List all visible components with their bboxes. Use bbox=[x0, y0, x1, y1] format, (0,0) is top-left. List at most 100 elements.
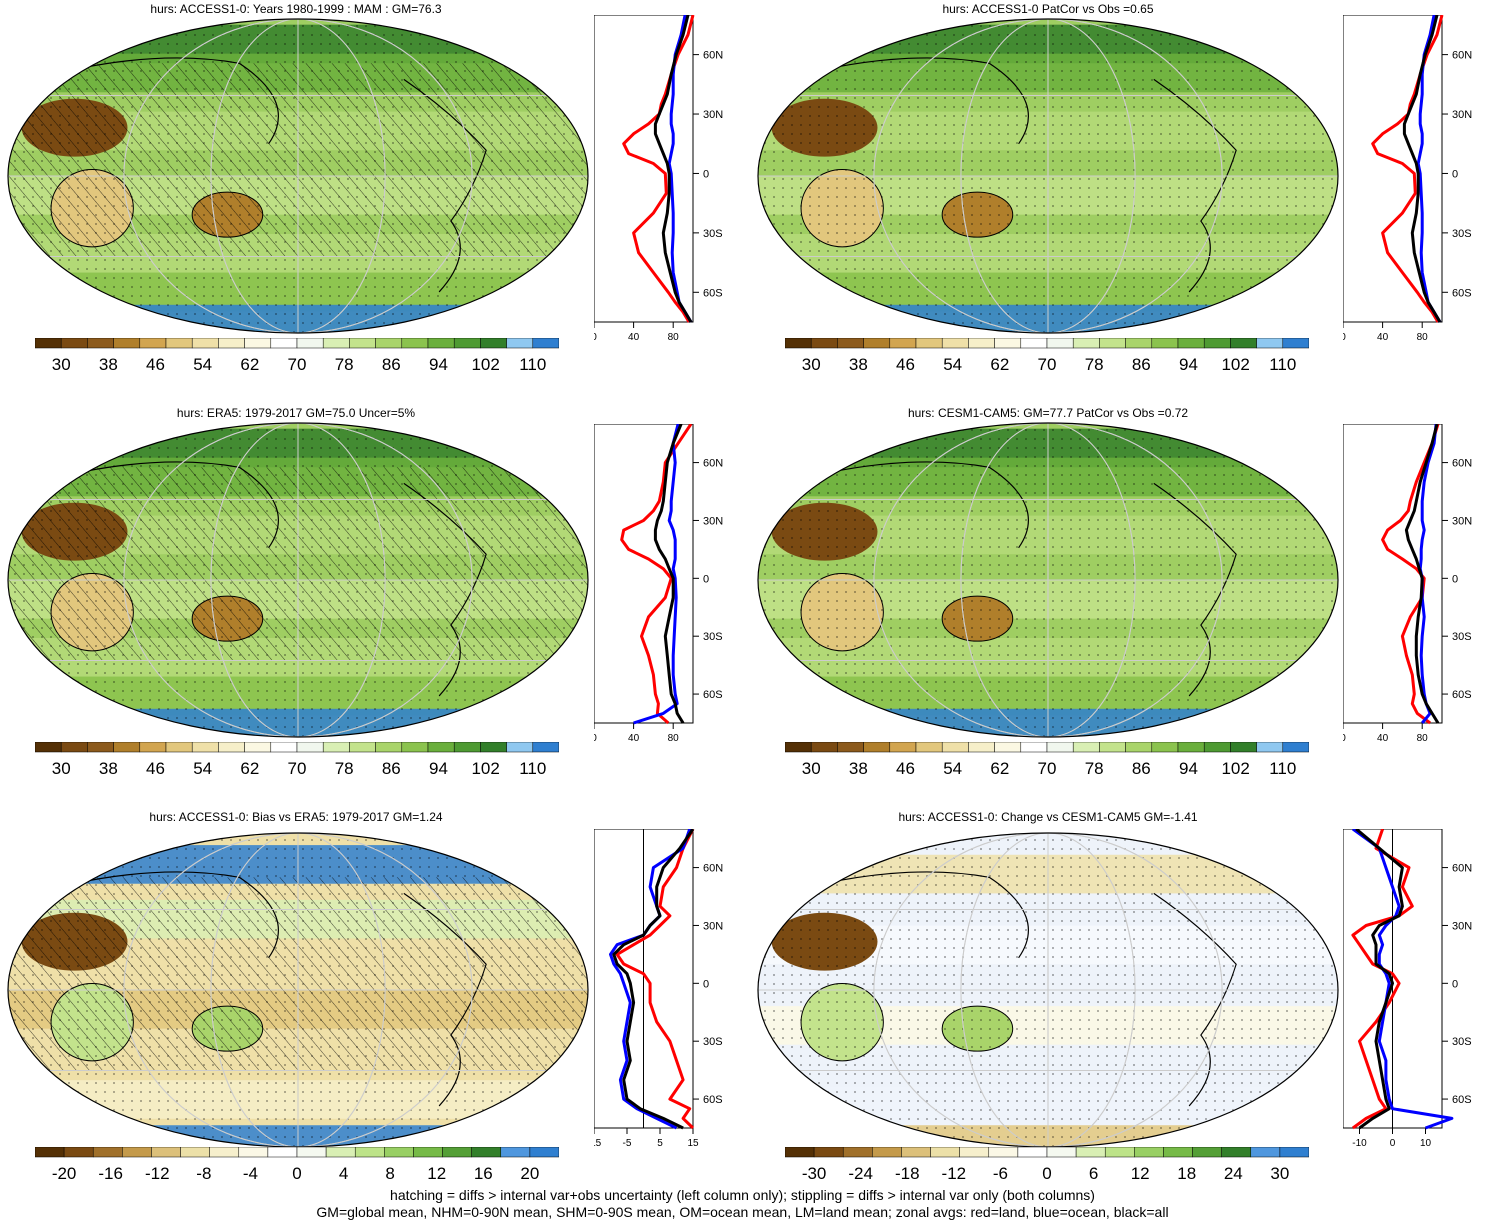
colorbar-swatch bbox=[428, 742, 454, 752]
colorbar-swatch bbox=[1283, 338, 1309, 348]
zonal-ytick-label: 30N bbox=[703, 920, 723, 932]
colorbar-swatch bbox=[402, 338, 428, 348]
colorbar-swatch bbox=[533, 742, 559, 752]
colorbar-label: 78 bbox=[1085, 759, 1104, 778]
colorbar-label: 86 bbox=[1132, 355, 1151, 374]
colorbar-swatch bbox=[1152, 338, 1178, 348]
colorbar-swatch bbox=[942, 338, 968, 348]
colorbar-swatch bbox=[376, 338, 402, 348]
colorbar-swatch bbox=[1251, 1147, 1280, 1157]
colorbar-swatch bbox=[355, 1147, 384, 1157]
colorbar-label: 18 bbox=[1177, 1164, 1196, 1183]
colorbar-swatch bbox=[428, 338, 454, 348]
zonal-xtick-label: 80 bbox=[668, 332, 680, 343]
zonal-ytick-label: 60N bbox=[703, 863, 723, 875]
zonal-xtick-label: 0 bbox=[594, 733, 597, 744]
zonal-series-land bbox=[622, 424, 691, 723]
zonal-ytick-label: 30N bbox=[703, 515, 723, 527]
footer-note-means: GM=global mean, NHM=0-90N mean, SHM=0-90… bbox=[0, 1203, 1485, 1221]
zonal-xtick-label: 15 bbox=[687, 1138, 699, 1149]
colorbar-swatch bbox=[376, 742, 402, 752]
zonal-xtick-label: 40 bbox=[1377, 733, 1389, 744]
colorbar-label: 38 bbox=[99, 759, 118, 778]
zonal-xtick-label: -15 bbox=[594, 1138, 602, 1149]
zonal-ytick-label: 60S bbox=[1452, 689, 1472, 701]
colorbar-swatch bbox=[1099, 338, 1125, 348]
colorbar-label: 30 bbox=[52, 759, 71, 778]
colorbar-label: 70 bbox=[1038, 355, 1057, 374]
map-title: hurs: ACCESS1-0: Bias vs ERA5: 1979-2017… bbox=[96, 810, 496, 824]
colorbar-label: 70 bbox=[1038, 759, 1057, 778]
colorbar-label: 102 bbox=[1221, 355, 1249, 374]
colorbar-swatch bbox=[192, 742, 218, 752]
colorbar-label: 46 bbox=[896, 759, 915, 778]
colorbar-swatch bbox=[93, 1147, 122, 1157]
zonal-ytick-label: 0 bbox=[1452, 978, 1458, 990]
colorbar-swatch bbox=[811, 338, 837, 348]
colorbar-swatch bbox=[1021, 742, 1047, 752]
zonal-xtick-label: 80 bbox=[668, 733, 680, 744]
colorbar-label: 94 bbox=[429, 355, 448, 374]
colorbar-swatch bbox=[402, 742, 428, 752]
colorbar-swatch bbox=[1257, 338, 1283, 348]
colorbar-label: 30 bbox=[52, 355, 71, 374]
colorbar-label: -8 bbox=[196, 1164, 211, 1183]
colorbar-swatch bbox=[1126, 742, 1152, 752]
zonal-xtick-label: -5 bbox=[623, 1138, 632, 1149]
zonal-series-land bbox=[1383, 424, 1438, 723]
zonal-ytick-label: 60N bbox=[1452, 863, 1472, 875]
colorbar-swatch bbox=[480, 338, 506, 348]
zonal-ytick-label: 30N bbox=[1452, 109, 1472, 121]
colorbar-label: 16 bbox=[474, 1164, 493, 1183]
colorbar-label: 54 bbox=[943, 355, 962, 374]
zonal-ytick-label: 60S bbox=[703, 287, 723, 299]
map-figure bbox=[4, 419, 592, 741]
colorbar-swatch bbox=[1204, 742, 1230, 752]
zonal-ytick-label: 60N bbox=[703, 50, 723, 62]
colorbar-label: 94 bbox=[1179, 759, 1198, 778]
colorbar-swatch bbox=[1152, 742, 1178, 752]
zonal-xtick-label: 5 bbox=[657, 1138, 663, 1149]
zonal-ytick-label: 60S bbox=[703, 689, 723, 701]
zonal-ytick-label: 0 bbox=[1452, 573, 1458, 585]
colorbar-label: 78 bbox=[1085, 355, 1104, 374]
colorbar-swatch bbox=[1073, 338, 1099, 348]
colorbar-swatch bbox=[297, 338, 323, 348]
zonal-ytick-label: 0 bbox=[703, 168, 709, 180]
zonal-xtick-label: 40 bbox=[628, 733, 640, 744]
zonal-frame bbox=[594, 424, 693, 723]
colorbar-swatch bbox=[326, 1147, 355, 1157]
map-figure bbox=[4, 15, 592, 337]
colorbar-swatch bbox=[140, 338, 166, 348]
colorbar-label: -30 bbox=[802, 1164, 827, 1183]
colorbar-label: 110 bbox=[519, 759, 546, 778]
colorbar-label: 62 bbox=[240, 759, 259, 778]
colorbar-label: 0 bbox=[292, 1164, 301, 1183]
colorbar-swatch bbox=[843, 1147, 872, 1157]
colorbar-swatch bbox=[814, 1147, 843, 1157]
map-figure bbox=[754, 829, 1342, 1151]
colorbar-swatch bbox=[1099, 742, 1125, 752]
colorbar-label: 54 bbox=[193, 759, 212, 778]
colorbar-label: 62 bbox=[990, 355, 1009, 374]
map-title: hurs: ACCESS1-0: Years 1980-1999 : MAM :… bbox=[96, 2, 496, 16]
map-title: hurs: ACCESS1-0 PatCor vs Obs =0.65 bbox=[848, 2, 1248, 16]
zonal-ytick-label: 30N bbox=[1452, 920, 1472, 932]
colorbar-swatch bbox=[323, 742, 349, 752]
colorbar-swatch bbox=[239, 1147, 268, 1157]
zonal-mean-plot: %60N30N030S60S04080 bbox=[1343, 424, 1485, 767]
colorbar-label: 38 bbox=[849, 759, 868, 778]
colorbar-swatch bbox=[1076, 1147, 1105, 1157]
colorbar-swatch bbox=[785, 1147, 814, 1157]
zonal-xtick-label: 0 bbox=[1343, 332, 1346, 343]
colorbar-swatch bbox=[349, 338, 375, 348]
colorbar-swatch bbox=[87, 742, 113, 752]
colorbar-label: 110 bbox=[1269, 759, 1296, 778]
colorbar-label: 4 bbox=[339, 1164, 348, 1183]
zonal-xtick-label: 0 bbox=[1343, 733, 1346, 744]
zonal-ytick-label: 30S bbox=[1452, 1036, 1472, 1048]
colorbar-label: 78 bbox=[335, 759, 354, 778]
